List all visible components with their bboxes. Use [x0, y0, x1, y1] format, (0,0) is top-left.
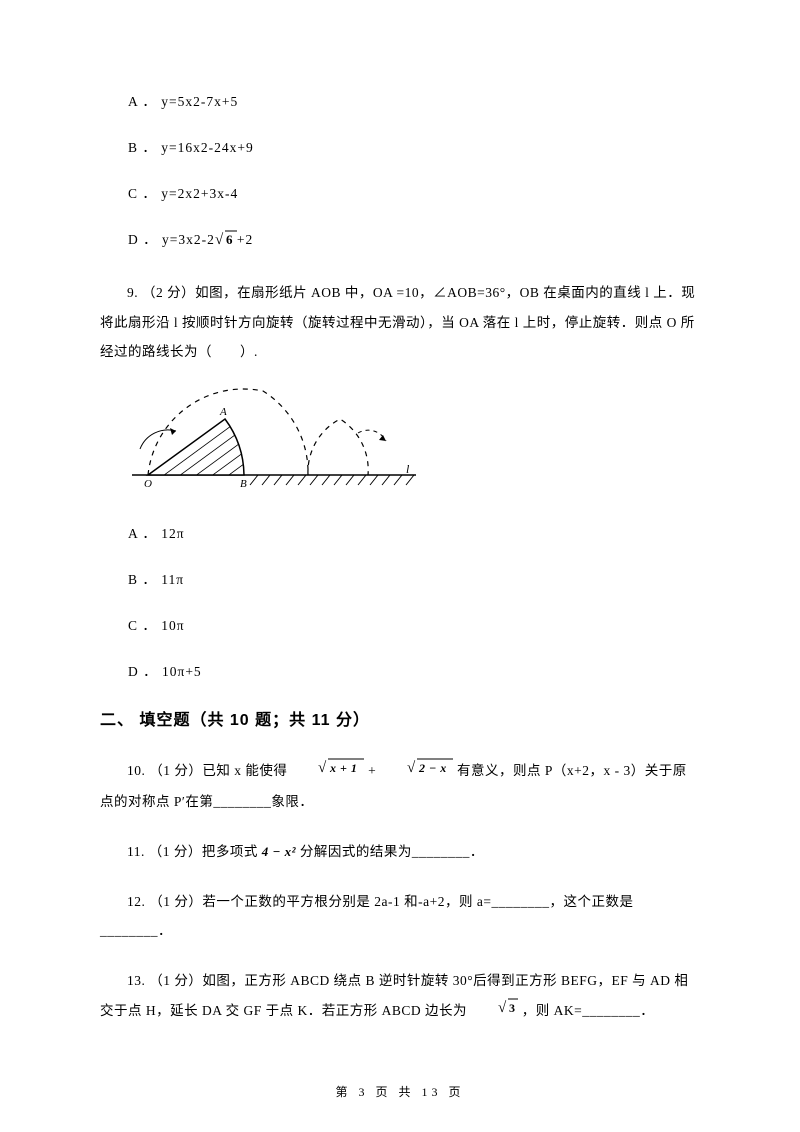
q11-expr: 4 − x² [262, 844, 296, 859]
sector-rolling-diagram: l O B A [128, 387, 428, 497]
svg-text:3: 3 [509, 1001, 516, 1015]
q11: 11. （1 分）把多项式 4 − x² 分解因式的结果为________． [100, 837, 700, 867]
option-b: B ． y=16x2-24x+9 [100, 136, 700, 156]
svg-text:6: 6 [226, 232, 234, 247]
q12: 12. （1 分）若一个正数的平方根分别是 2a-1 和-a+2，则 a=___… [100, 887, 700, 946]
q9-figure: l O B A [128, 387, 700, 502]
svg-text:x + 1: x + 1 [329, 761, 357, 775]
q9-opt-c: C ． 10π [100, 614, 700, 634]
sqrt-icon: √3 [471, 997, 518, 1027]
svg-text:√: √ [318, 760, 327, 776]
sqrt-icon: √x + 1 [291, 757, 364, 788]
option-d-post: +2 [237, 232, 253, 247]
svg-text:O: O [144, 478, 152, 490]
q10: 10. （1 分）已知 x 能使得 √x + 1 + √2 − x 有意义，则点… [100, 756, 700, 817]
q9-opt-d: D ． 10π+5 [100, 660, 700, 680]
q11-pre: 11. （1 分）把多项式 [127, 844, 262, 859]
svg-text:√: √ [407, 760, 416, 776]
q9-text: 9. （2 分）如图，在扇形纸片 AOB 中，OA =10，∠AOB=36°，O… [100, 278, 700, 367]
q10-pre: 10. （1 分）已知 x 能使得 [127, 763, 291, 778]
svg-text:A: A [219, 406, 227, 418]
q11-post: 分解因式的结果为________． [300, 844, 484, 859]
q10-mid: + [368, 763, 380, 778]
svg-text:√: √ [498, 1000, 507, 1016]
option-d: D ． y=3x2-2√6+2 [100, 228, 700, 252]
q13-post: ，则 AK=________． [522, 1003, 655, 1018]
option-c: C ． y=2x2+3x-4 [100, 182, 700, 202]
option-d-pre: D ． y=3x2-2 [128, 232, 215, 247]
svg-text:l: l [406, 462, 410, 476]
option-a: A ． y=5x2-7x+5 [100, 90, 700, 110]
svg-text:√: √ [215, 232, 224, 248]
svg-text:2 − x: 2 − x [418, 761, 447, 775]
q9-opt-a: A ． 12π [100, 522, 700, 542]
q13: 13. （1 分）如图，正方形 ABCD 绕点 B 逆时针旋转 30°后得到正方… [100, 966, 700, 1026]
sqrt-icon: √2 − x [380, 757, 453, 788]
sqrt-icon: √6 [215, 230, 237, 252]
section-2-header: 二、 填空题（共 10 题；共 11 分） [100, 706, 700, 730]
page-footer: 第 3 页 共 13 页 [0, 1083, 800, 1100]
svg-text:B: B [240, 478, 247, 490]
q9-opt-b: B ． 11π [100, 568, 700, 588]
